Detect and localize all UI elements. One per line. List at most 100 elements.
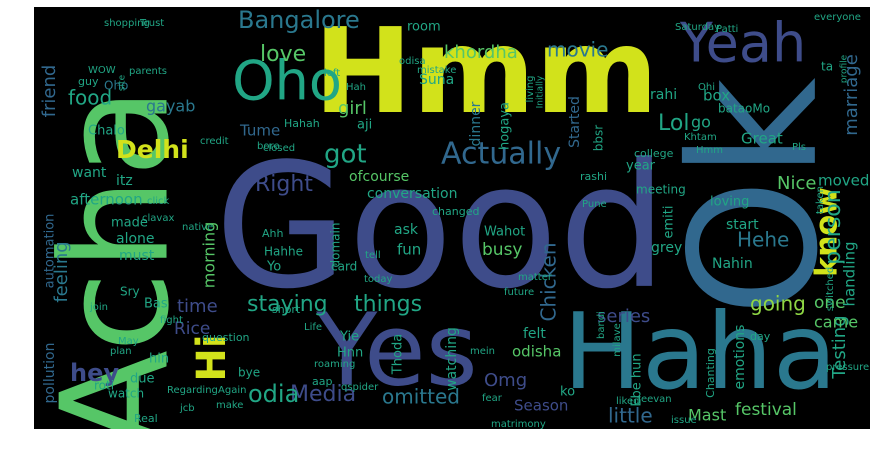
word-56: Season: [514, 397, 568, 415]
word-129: Initially: [536, 75, 546, 108]
word-123: Trust: [139, 18, 164, 29]
word-87: watch: [108, 387, 144, 401]
word-146: aap: [312, 375, 332, 388]
word-51: conversation: [367, 186, 457, 202]
word-57: odisha: [512, 343, 561, 361]
word-157: Pls: [792, 142, 806, 153]
word-83: Bas: [144, 297, 168, 312]
word-49: moved: [818, 172, 869, 190]
word-144: qspider: [341, 382, 379, 393]
word-6: Yeah: [679, 12, 806, 75]
word-62: hogaya: [498, 102, 513, 150]
word-70: year: [626, 159, 656, 174]
word-145: fear: [482, 393, 503, 404]
word-139: today: [364, 274, 393, 285]
word-98: emiti: [662, 206, 677, 239]
word-50: Oho: [104, 79, 128, 93]
word-44: one: [814, 293, 846, 313]
word-24: marriage: [841, 54, 862, 136]
word-59: automation: [43, 214, 58, 289]
word-124: Saturday: [675, 22, 720, 33]
word-5: Yes: [315, 291, 477, 408]
word-78: want: [72, 165, 107, 181]
word-148: jcb: [179, 403, 195, 414]
word-154: pressure: [826, 362, 869, 373]
word-13: got: [324, 140, 367, 170]
word-2: Acha: [34, 87, 202, 429]
word-109: Jeevan: [637, 394, 672, 405]
word-96: fun: [397, 241, 421, 259]
word-76: Ebe hun: [630, 353, 645, 406]
word-92: Yo: [266, 260, 281, 275]
word-26: omitted: [382, 385, 460, 409]
word-10: Bangalore: [238, 7, 360, 34]
word-9: know: [810, 187, 845, 277]
word-115: meeting: [636, 183, 686, 197]
word-82: must: [119, 248, 155, 264]
word-75: ko: [560, 385, 575, 400]
word-55: watching: [444, 327, 460, 391]
word-160: Hmm: [696, 145, 723, 156]
word-1: Hmm: [314, 7, 659, 140]
word-52: ofcourse: [349, 169, 409, 185]
word-150: plan: [110, 346, 132, 357]
word-66: rahi: [650, 87, 677, 103]
word-107: Real: [134, 412, 158, 425]
word-67: box: [703, 87, 730, 105]
word-104: domain: [329, 223, 343, 268]
word-106: Thoda: [391, 334, 406, 375]
word-93: Hahhe: [264, 245, 303, 259]
word-170: native: [182, 222, 213, 233]
word-68: go: [691, 113, 711, 132]
word-22: gayab: [146, 97, 195, 116]
word-48: handling: [841, 241, 859, 306]
word-17: movie: [547, 38, 608, 62]
word-38: Nice: [777, 173, 816, 194]
word-125: Patti: [716, 24, 738, 35]
word-4: Haha: [563, 291, 837, 413]
word-131: Khtam: [684, 132, 717, 143]
word-151: May: [118, 336, 139, 347]
word-73: Nahin: [712, 256, 753, 272]
word-37: Chicken: [537, 242, 561, 321]
word-167: closed: [263, 143, 295, 154]
word-8: Hi: [189, 334, 235, 381]
word-71: loving: [710, 195, 749, 210]
word-141: Regarding: [167, 385, 218, 396]
word-136: tell: [365, 250, 381, 261]
word-94: card: [331, 260, 357, 274]
word-116: changed: [432, 205, 479, 218]
word-143: roaming: [314, 359, 355, 370]
word-101: bbsr: [592, 125, 606, 151]
word-84: Sry: [120, 285, 140, 299]
word-158: ta: [821, 60, 833, 74]
word-7: Oho: [232, 50, 342, 113]
word-45: came: [814, 313, 858, 332]
word-19: food: [68, 86, 112, 110]
word-121: guy: [78, 75, 99, 88]
word-130: college: [634, 147, 674, 160]
word-61: dinner: [468, 101, 484, 146]
word-39: Hehe: [737, 228, 789, 252]
word-36: little: [608, 404, 653, 428]
word-95: ask: [394, 222, 419, 238]
word-77: itz: [116, 173, 133, 189]
word-30: things: [354, 292, 422, 317]
word-105: question: [202, 331, 250, 344]
word-120: parents: [129, 66, 167, 77]
word-100: aji: [357, 118, 372, 133]
word-155: bandi: [596, 311, 607, 339]
word-41: Rice: [174, 319, 210, 339]
word-108: Chanting: [704, 348, 717, 398]
word-69: Great: [741, 130, 783, 148]
word-74: felt: [523, 326, 546, 342]
word-114: Life: [304, 322, 322, 333]
word-162: switched: [825, 267, 836, 311]
word-97: grey: [651, 240, 682, 256]
word-128: living: [525, 76, 536, 103]
word-168: click: [147, 196, 170, 207]
word-132: credit: [200, 136, 229, 147]
word-0: Good: [215, 126, 668, 327]
word-25: Media: [290, 382, 356, 407]
